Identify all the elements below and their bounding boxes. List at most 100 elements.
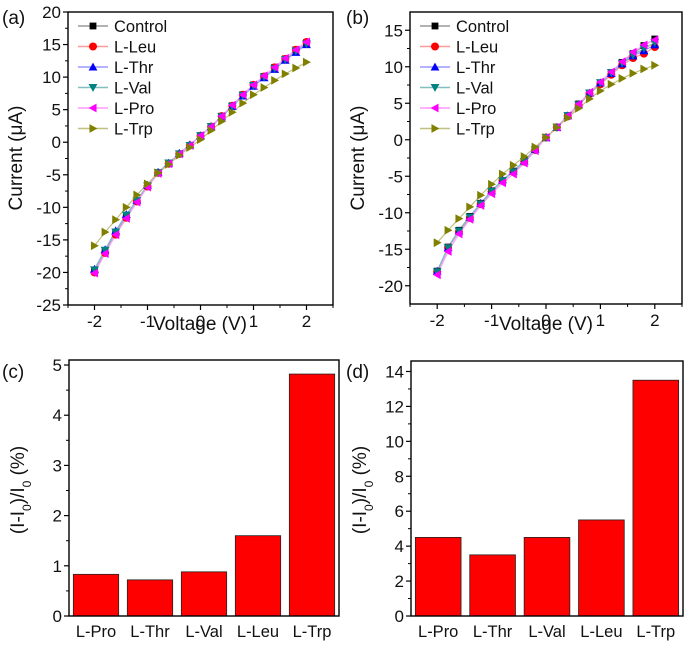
panel-a-data-point-l-trp	[90, 241, 99, 251]
panel-a-data-point-l-trp	[165, 159, 174, 169]
panel-c-x-tick-label: L-Trp	[293, 623, 332, 641]
panel-c-x-tick-label: L-Pro	[76, 623, 116, 641]
panel-a-x-tick-label: -1	[140, 312, 155, 331]
subscript: 0	[20, 504, 34, 511]
panel-b-y-tick-label: -20	[378, 277, 403, 296]
panel-d-bar-l-thr	[469, 554, 516, 617]
panel-a-data-point-l-val	[100, 246, 110, 255]
panel-b-x-axis-title: Voltage (V)	[499, 314, 593, 335]
panel-a-y-tick-label: 5	[52, 101, 61, 120]
panel-c-bar-l-leu	[234, 535, 282, 617]
panel-c-y-tick-label: 1	[53, 557, 62, 576]
panel-c-y-tick-label: 0	[53, 607, 62, 626]
panel-a-y-tick-label: 10	[42, 68, 61, 87]
panel-a-axes-frame	[67, 11, 334, 306]
panel-b-legend-label: Control	[456, 18, 509, 36]
panel-a-legend-label: L-Leu	[114, 39, 156, 57]
panel-d-y-axis-title: (I-I0)/I0 (%)	[350, 446, 376, 534]
panel-a-data-point-l-pro	[132, 197, 141, 207]
panel-b-y-tick-label: -10	[378, 204, 403, 223]
panel-a-data-point-l-trp	[218, 116, 227, 126]
panel-a-data-point-l-trp	[175, 150, 184, 160]
panel-b-data-point-l-trp	[498, 169, 507, 179]
panel-a-data-point-l-pro	[100, 249, 109, 258]
panel-c-x-tick-label: L-Val	[185, 623, 222, 641]
panel-a-data-point-l-trp	[143, 179, 152, 189]
panel-a-data-point-l-trp	[196, 135, 205, 145]
panel-c-axes-frame	[68, 359, 340, 617]
panel-a-legend-marker	[88, 83, 98, 92]
panel-d-x-tick-label: L-Val	[528, 623, 565, 641]
panel-b-data-point-l-trp	[477, 190, 486, 200]
panel-b-data-point-l-pro	[574, 99, 583, 109]
panel-b-data-point-l-trp	[596, 86, 605, 96]
panel-b-legend-marker	[430, 103, 439, 113]
panel-c-x-tick-label: L-Leu	[237, 623, 279, 641]
panel-b-x-tick-label: 2	[650, 311, 659, 330]
panel-b-legend-label: L-Pro	[456, 100, 496, 118]
panel-a-x-tick-label: 0	[196, 312, 205, 331]
panel-a-label: (a)	[2, 8, 25, 29]
panel-a-legend-marker	[89, 124, 98, 133]
panel-d-label: (d)	[346, 362, 369, 383]
panel-b-data-point-l-pro	[606, 67, 615, 77]
panel-b-data-point-l-pro	[508, 169, 517, 179]
panel-b-data-point-l-pro	[487, 189, 496, 199]
label-part: )/I	[350, 487, 371, 504]
panel-b-x-tick-label: 0	[541, 311, 550, 330]
panel-b-y-tick-label: 10	[384, 58, 403, 77]
panel-a-data-point-l-trp	[112, 215, 121, 225]
panel-b-data-point-l-trp	[433, 238, 442, 248]
panel-a-data-point-l-pro	[206, 122, 215, 131]
panel-a-data-point-l-trp	[154, 168, 163, 178]
panel-a-x-tick-label: 2	[302, 312, 311, 331]
panel-a-y-tick-label: 20	[42, 3, 61, 22]
panel-c-label: (c)	[2, 362, 24, 383]
panel-c-bar-l-val	[180, 571, 228, 617]
panel-d-y-tick-label: 6	[395, 502, 404, 521]
panel-a-x-tick-label: 1	[249, 312, 258, 331]
panel-b-legend-marker	[431, 124, 440, 133]
panel-b-legend-label: L-Leu	[456, 39, 498, 57]
panel-b-data-point-l-pro	[443, 247, 452, 256]
panel-d-y-tick-label: 12	[385, 397, 404, 416]
panel-b-data-point-l-trp	[509, 160, 518, 170]
panel-d-y-tick-label: 14	[385, 362, 404, 381]
panel-b-legend-marker	[431, 42, 439, 51]
panel-d-y-tick-label: 0	[395, 607, 404, 626]
panel-a-data-point-l-trp	[239, 98, 248, 108]
panel-b-data-point-l-trp	[466, 202, 475, 212]
panel-d-bar-l-pro	[414, 537, 462, 617]
panel-a-data-point-l-pro	[280, 53, 289, 63]
panel-a-data-point-l-pro	[196, 131, 205, 141]
panel-c-bar-chart: (c) L-Pro L-Thr L-Val L-Leu L-Trp 0 1 2 3 4 5 (I-I…	[2, 356, 340, 641]
panel-a-y-tick-label: 0	[52, 133, 61, 152]
panel-b-data-point-l-trp	[651, 60, 660, 70]
panel-a-data-point-l-trp	[271, 75, 280, 85]
panel-d-bar-l-leu	[578, 519, 625, 617]
panel-b-data-point-l-pro	[476, 201, 485, 210]
panel-a-data-point-l-pro	[302, 37, 311, 47]
panel-a-data-point-l-trp	[228, 107, 237, 117]
panel-b-data-point-l-pro	[465, 214, 474, 224]
panel-a-data-point-l-pro	[238, 90, 247, 100]
panel-b-data-point-l-val	[443, 244, 453, 253]
panel-b-x-tick-label: 1	[596, 311, 605, 330]
panel-b-data-point-l-pro	[617, 57, 626, 67]
label-part: (I-I	[350, 511, 371, 534]
panel-a-series-line-l-val	[93, 43, 307, 271]
panel-b-data-point-l-pro	[650, 35, 659, 45]
panel-c-y-tick-label: 3	[53, 456, 62, 475]
label-part: (%)	[8, 446, 29, 481]
panel-d-plot-area: L-Pro L-Thr L-Val L-Leu L-Trp 0 2 4 6 8 10 12 14	[385, 360, 684, 641]
panel-a-legend-label: L-Thr	[114, 59, 154, 77]
panel-a-y-tick-label: -15	[36, 231, 61, 250]
panel-b-data-point-l-trp	[629, 68, 638, 78]
panel-b-y-tick-label: 15	[384, 21, 403, 40]
panel-a-data-point-l-pro	[259, 71, 268, 81]
panel-b-data-point-l-trp	[488, 179, 496, 189]
panel-b-legend-label: L-Thr	[456, 59, 496, 77]
panel-d-bar-l-val	[523, 537, 571, 617]
